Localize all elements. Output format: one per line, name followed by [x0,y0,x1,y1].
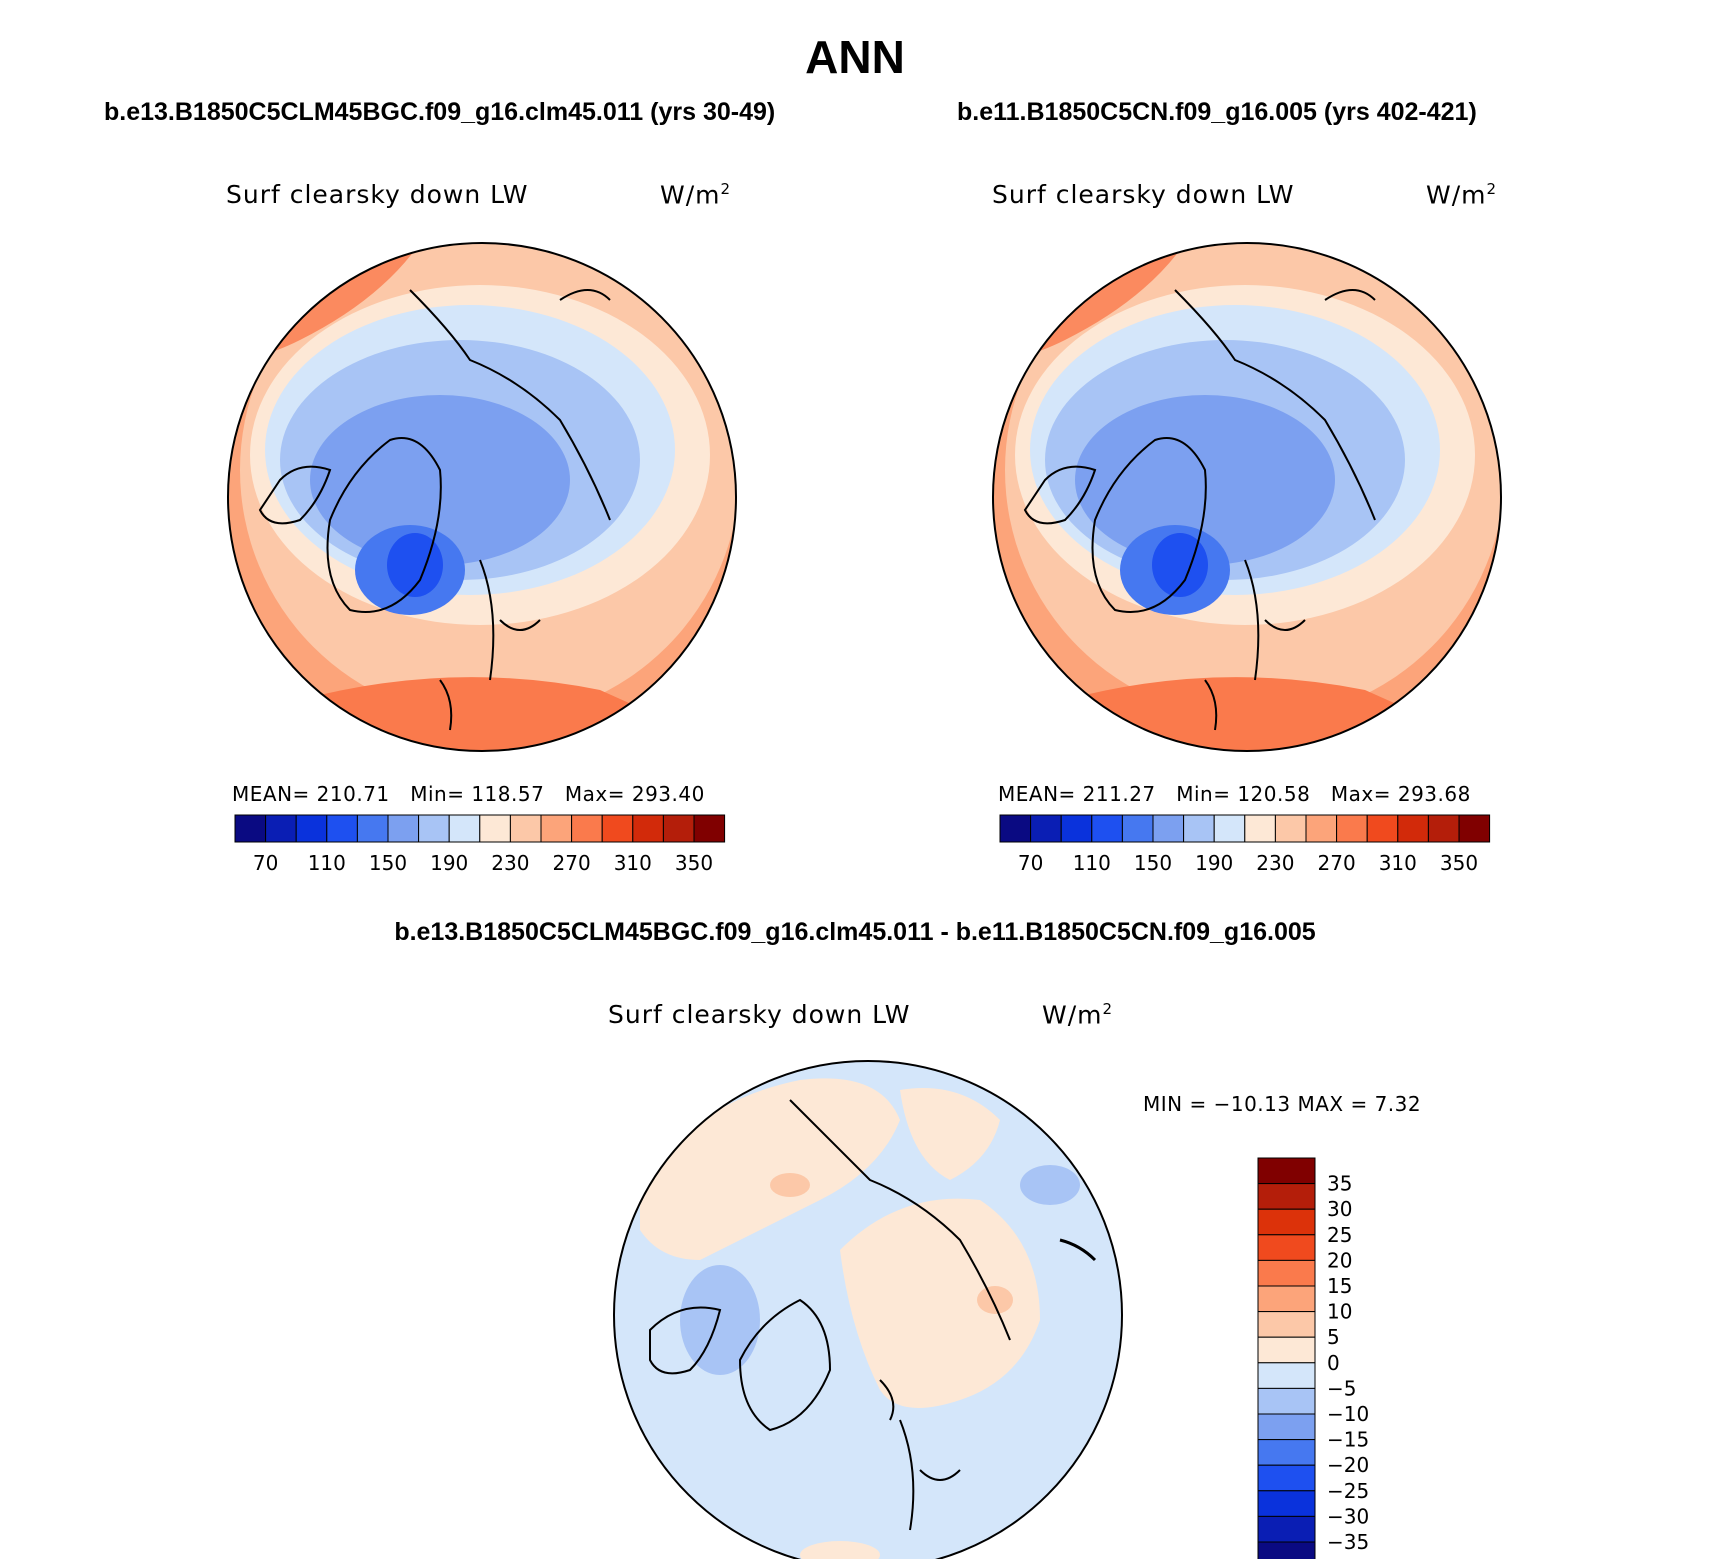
difference-colorbar-tick-label: −15 [1327,1428,1369,1452]
panel-1-colorbar-swatch [571,814,603,843]
panel-1-colorbar-swatch [295,814,328,843]
figure-title: ANN [805,31,905,83]
difference-map [613,1060,1123,1559]
panel-2-colorbar-swatch [1305,814,1338,843]
difference-colorbar-swatch [1257,1413,1316,1441]
panel-1-colorbar-swatch [265,814,297,843]
panel-1-colorbar-swatch [418,814,450,843]
difference-colorbar-tick-label: 10 [1327,1300,1352,1324]
difference-colorbar-swatch [1257,1515,1316,1543]
panel-1-colorbar-swatch [326,814,358,843]
panel-1-colorbar-swatch [693,814,726,843]
panel-2-colorbar-swatch [1366,814,1399,843]
difference-title: b.e13.B1850C5CLM45BGC.f09_g16.clm45.011 … [394,918,1316,946]
difference-colorbar-tick-label: 30 [1327,1197,1352,1221]
panel-2-colorbar-tick-label: 70 [1018,851,1043,875]
panel-1-colorbar-tick-label: 70 [253,851,278,875]
panel-1-colorbar-swatch [387,814,420,843]
panel-1-colorbar-swatch [662,814,695,843]
panel-1-colorbar-swatch [234,814,267,843]
panel-1-case-title: b.e13.B1850C5CLM45BGC.f09_g16.clm45.011 … [104,98,776,126]
panel-1-colorbar-tick-label: 110 [308,851,346,875]
panel-2-colorbar-tick-label: 350 [1440,851,1478,875]
panel-2-colorbar-tick-label: 190 [1195,851,1233,875]
difference-variable-label: Surf clearsky down LW [608,1000,911,1029]
difference-colorbar-swatch [1257,1541,1316,1559]
panel-1-colorbar-swatch [479,814,511,843]
difference-colorbar-swatch [1257,1362,1316,1389]
panel-2-colorbar-tick-label: 310 [1379,851,1417,875]
difference-colorbar-swatch [1257,1311,1316,1338]
panel-1-colorbar-swatch [632,814,664,843]
panel-2-colorbar: 70 110 150 190 230 270 310 350 [999,814,1491,875]
panel-1-colorbar-swatch [601,814,634,843]
difference-colorbar-swatch [1257,1464,1316,1492]
panel-2-colorbar-swatch [1427,814,1460,843]
difference-stats: MIN = −10.13 MAX = 7.32 [1143,1092,1422,1116]
difference-colorbar-tick-label: −10 [1327,1402,1369,1426]
difference-colorbar-tick-label: −20 [1327,1453,1369,1477]
panel-2-colorbar-swatch [999,814,1032,843]
difference-colorbar-swatch [1257,1490,1316,1517]
panel-1-colorbar-swatch [509,814,542,843]
panel-2-colorbar-swatch [1152,814,1185,843]
panel-1-colorbar: 70 110 150 190 230 270 310 350 [234,814,726,875]
difference-colorbar-swatch [1257,1285,1316,1313]
panel-1-colorbar-tick-label: 270 [553,851,591,875]
difference-colorbar-swatch [1257,1157,1316,1185]
panel-2-colorbar-swatch [1458,814,1491,843]
panel-2-colorbar-tick-label: 270 [1318,851,1356,875]
difference-colorbar-tick-label: 25 [1327,1223,1352,1247]
difference-colorbar-tick-label: −25 [1327,1479,1369,1503]
panel-2-colorbar-tick-label: 230 [1256,851,1294,875]
difference-colorbar-swatch [1257,1439,1316,1466]
panel-1-units-label: W/m2 [660,180,732,210]
difference-colorbar-tick-label: −30 [1327,1504,1369,1528]
difference-colorbar-tick-label: 5 [1327,1325,1340,1349]
panel-1-colorbar-swatch [540,814,573,843]
panel-2-colorbar-swatch [1336,814,1368,843]
panel-2-variable-label: Surf clearsky down LW [992,180,1295,209]
difference-colorbar-swatch [1257,1208,1316,1236]
difference-colorbar-tick-label: −35 [1327,1530,1369,1554]
difference-colorbar-swatch [1257,1259,1316,1287]
panel-1-colorbar-tick-label: 190 [430,851,468,875]
difference-colorbar-swatch [1257,1183,1316,1210]
panel-2-colorbar-swatch [1213,814,1246,843]
difference-colorbar-tick-label: 15 [1327,1274,1352,1298]
panel-2-colorbar-swatch [1030,814,1062,843]
panel-2-colorbar-swatch [1183,814,1215,843]
panel-2-colorbar-swatch [1244,814,1276,843]
panel-2-colorbar-swatch [1060,814,1093,843]
difference-colorbar-tick-label: 20 [1327,1248,1352,1272]
panel-1-colorbar-swatch [356,814,389,843]
difference-colorbar-tick-label: −5 [1327,1376,1356,1400]
panel-2-units-label: W/m2 [1426,180,1498,210]
panel-2-colorbar-swatch [1397,814,1429,843]
panel-2-colorbar-swatch [1274,814,1307,843]
panel-1-stats: MEAN= 210.71 Min= 118.57 Max= 293.40 [232,782,705,806]
difference-units-label: W/m2 [1042,1000,1114,1030]
panel-2-colorbar-swatch [1091,814,1123,843]
panel-2-colorbar-tick-label: 150 [1134,851,1172,875]
panel-2-stats: MEAN= 211.27 Min= 120.58 Max= 293.68 [998,782,1471,806]
panel-1-map [227,242,737,752]
difference-colorbar-swatch [1257,1387,1316,1415]
panel-2-colorbar-swatch [1121,814,1154,843]
difference-colorbar-swatch [1257,1234,1316,1261]
panel-1-colorbar-tick-label: 350 [675,851,713,875]
panel-1-variable-label: Surf clearsky down LW [226,180,529,209]
panel-1-colorbar-swatch [448,814,481,843]
panel-2-case-title: b.e11.B1850C5CN.f09_g16.005 (yrs 402-421… [957,98,1477,126]
panel-2-colorbar-tick-label: 110 [1073,851,1111,875]
difference-colorbar-swatch [1257,1336,1316,1364]
difference-colorbar-tick-label: 35 [1327,1172,1352,1196]
difference-colorbar-tick-label: 0 [1327,1351,1340,1375]
panel-2-map [992,242,1502,752]
panel-1-colorbar-tick-label: 150 [369,851,407,875]
panel-1-colorbar-tick-label: 310 [614,851,652,875]
panel-1-colorbar-tick-label: 230 [491,851,529,875]
